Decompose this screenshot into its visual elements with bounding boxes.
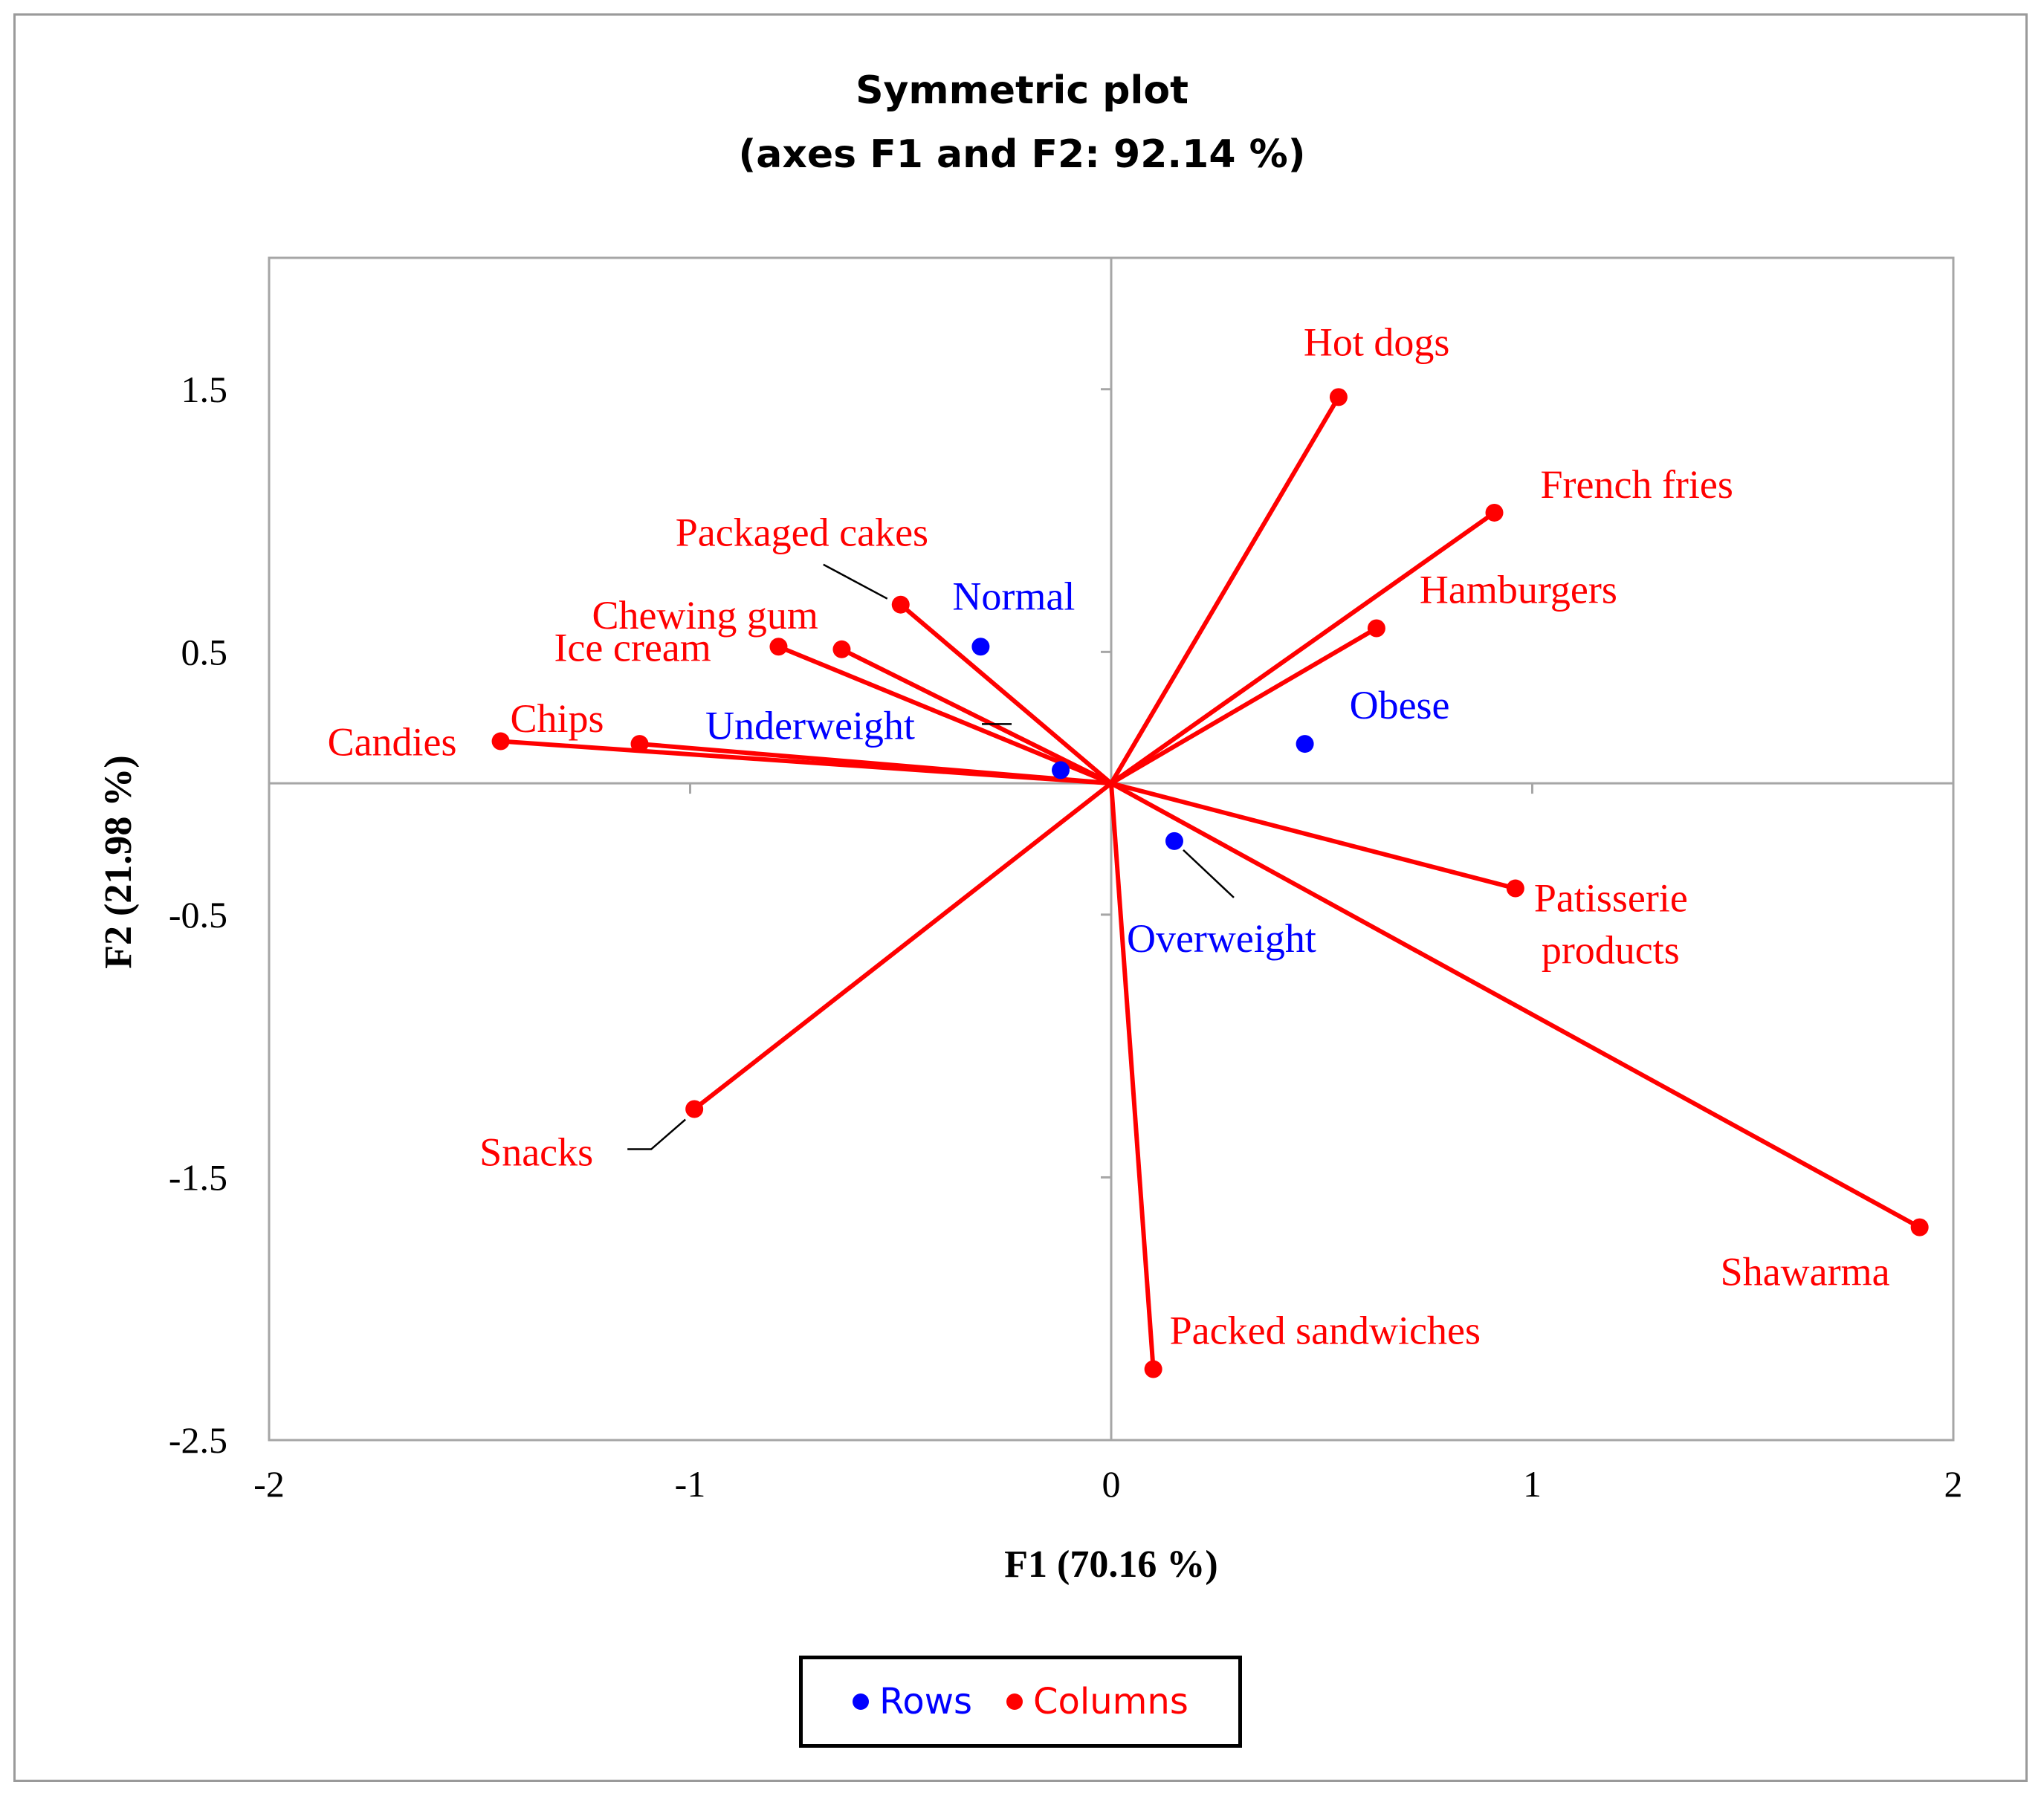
vector-patisserie-products	[1110, 781, 1516, 891]
vector-hot-dogs	[1109, 395, 1341, 785]
legend-marker-rows	[853, 1693, 870, 1710]
vector-packed-sandwiches	[1109, 782, 1156, 1369]
vector-candies	[500, 739, 1112, 786]
y-tick-label: -2.5	[169, 1419, 227, 1461]
y-tick-label: 1.5	[181, 369, 228, 410]
vector-ice-cream	[777, 644, 1113, 785]
point-ice-cream	[769, 638, 788, 656]
point-chewing-gum	[832, 640, 851, 658]
point-french-fries	[1485, 503, 1504, 522]
label-shawarma: Shawarma	[1721, 1250, 1890, 1294]
label-overweight: Overweight	[1127, 916, 1316, 961]
legend-item-columns: Columns	[1006, 1681, 1188, 1722]
label-ice-cream: Ice cream	[554, 625, 711, 670]
point-snacks	[685, 1100, 704, 1118]
point-hamburgers	[1367, 619, 1385, 638]
point-normal	[971, 638, 990, 656]
chart-title: Symmetric plot	[856, 68, 1188, 113]
point-chips	[630, 735, 649, 753]
chart-subtitle: (axes F1 and F2: 92.14 %)	[738, 132, 1306, 177]
label-hamburgers: Hamburgers	[1420, 568, 1617, 612]
label-patisserie-products: Patisserie products	[1534, 876, 1688, 973]
point-packaged-cakes	[891, 595, 910, 614]
x-tick-label: 2	[1944, 1463, 1963, 1505]
point-shawarma	[1910, 1218, 1929, 1236]
y-axis-title: F2 (21.98 %)	[97, 755, 140, 968]
label-candies: Candies	[328, 720, 457, 765]
label-packed-sandwiches: Packed sandwiches	[1170, 1309, 1481, 1353]
leader-line-snacks	[627, 1118, 686, 1150]
vector-packaged-cakes	[899, 603, 1113, 785]
label-obese: Obese	[1350, 683, 1450, 727]
point-hot-dogs	[1329, 388, 1348, 406]
y-tick-label: 0.5	[181, 631, 228, 672]
legend: Rows Columns	[799, 1656, 1242, 1748]
leader-line-overweight	[1183, 849, 1235, 898]
legend-marker-columns	[1006, 1693, 1023, 1710]
vector-chewing-gum	[841, 647, 1113, 785]
x-tick-label: 1	[1523, 1463, 1542, 1505]
point-packed-sandwiches	[1144, 1360, 1162, 1378]
y-tick-label: -0.5	[169, 894, 227, 936]
vector-snacks	[693, 781, 1113, 1111]
x-tick-label: -2	[253, 1463, 285, 1505]
label-french-fries: French fries	[1541, 462, 1733, 507]
vector-hamburgers	[1110, 626, 1378, 785]
x-tick-label: -1	[675, 1463, 706, 1505]
figure-frame	[13, 13, 2028, 1782]
point-candies	[491, 732, 510, 751]
y-tick-label: -1.5	[169, 1156, 227, 1198]
point-overweight	[1165, 832, 1183, 850]
legend-label-rows: Rows	[879, 1681, 972, 1722]
label-snacks: Snacks	[479, 1130, 593, 1175]
label-underweight: Underweight	[705, 703, 915, 748]
x-tick-label: 0	[1102, 1463, 1121, 1505]
legend-label-columns: Columns	[1033, 1681, 1188, 1722]
label-packaged-cakes: Packaged cakes	[676, 510, 928, 555]
vector-french-fries	[1110, 510, 1496, 785]
point-obese	[1296, 735, 1314, 753]
leader-line-packaged-cakes	[823, 563, 888, 600]
point-patisserie-products	[1506, 879, 1524, 898]
label-hot-dogs: Hot dogs	[1304, 320, 1450, 364]
label-chewing-gum: Chewing gum	[592, 593, 818, 638]
label-normal: Normal	[952, 574, 1075, 618]
point-underweight	[1052, 761, 1070, 779]
vector-shawarma	[1110, 781, 1921, 1230]
label-chips: Chips	[511, 696, 604, 741]
x-axis-title: F1 (70.16 %)	[1004, 1543, 1217, 1586]
legend-item-rows: Rows	[853, 1681, 972, 1722]
